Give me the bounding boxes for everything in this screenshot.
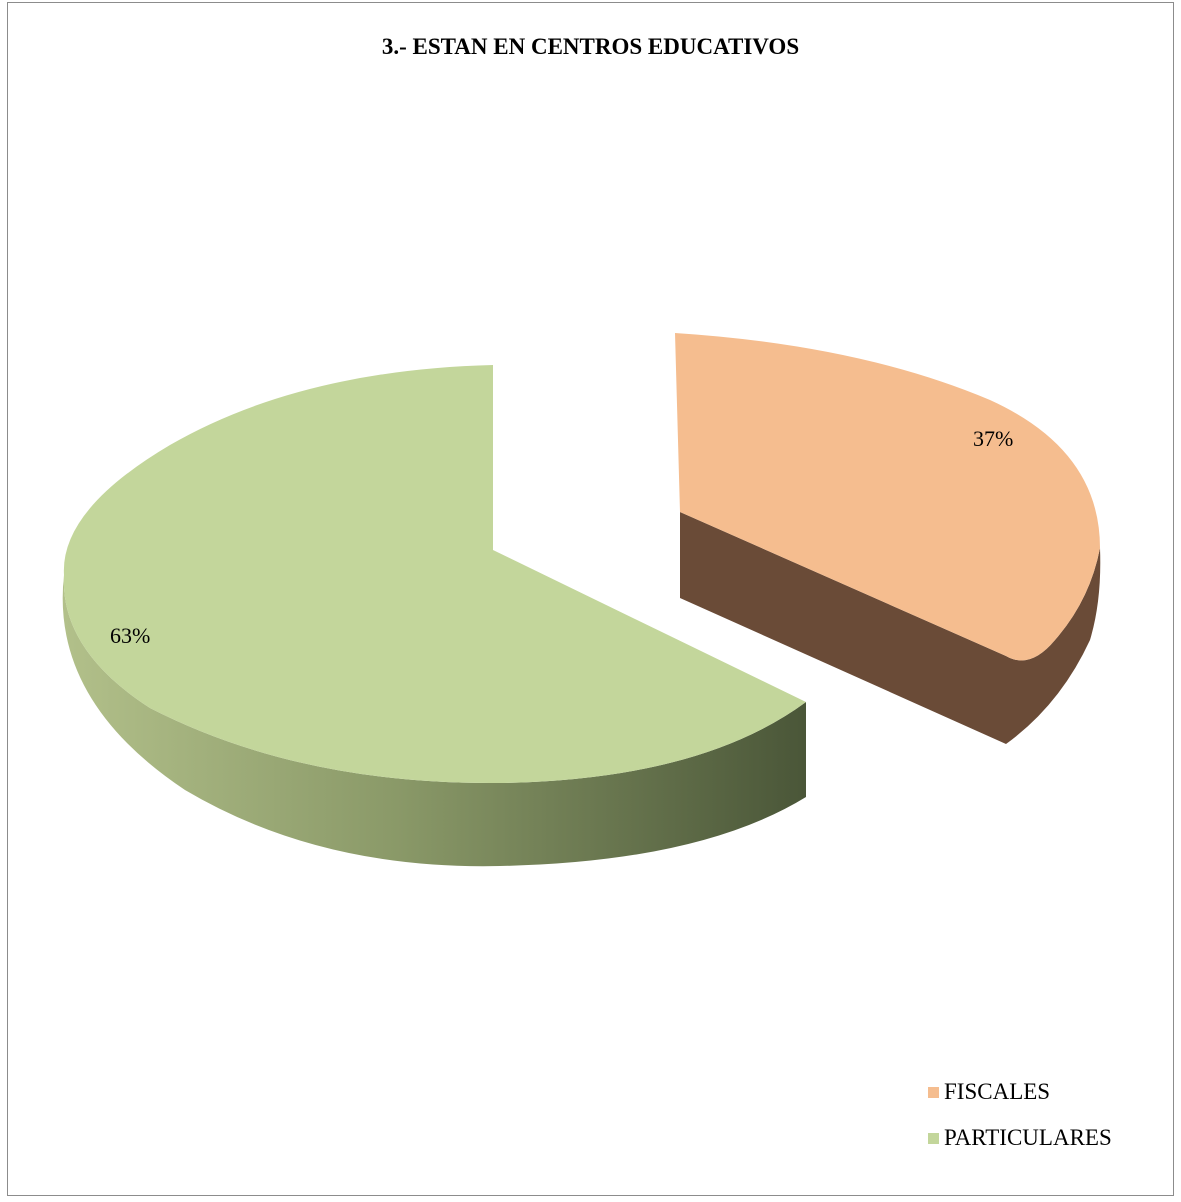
fiscales-data-label: 37%	[973, 426, 1013, 451]
particulares-slice[interactable]	[63, 365, 807, 784]
legend-item-particulares: PARTICULARES	[928, 1122, 1112, 1154]
legend-swatch-fiscales	[928, 1086, 939, 1098]
legend-swatch-particulares	[928, 1132, 939, 1144]
legend-label-particulares: PARTICULARES	[944, 1125, 1112, 1150]
legend-label-fiscales: FISCALES	[944, 1079, 1051, 1104]
particulares-data-label: 63%	[110, 623, 150, 648]
fiscales-slice[interactable]	[675, 333, 1100, 661]
particulares-slice-side	[62, 575, 806, 867]
fiscales-slice-side	[680, 512, 1101, 744]
legend: FISCALES PARTICULARES	[928, 1076, 1112, 1168]
chart-title: 3.- ESTAN EN CENTROS EDUCATIVOS	[381, 34, 800, 59]
legend-item-fiscales: FISCALES	[928, 1076, 1112, 1108]
